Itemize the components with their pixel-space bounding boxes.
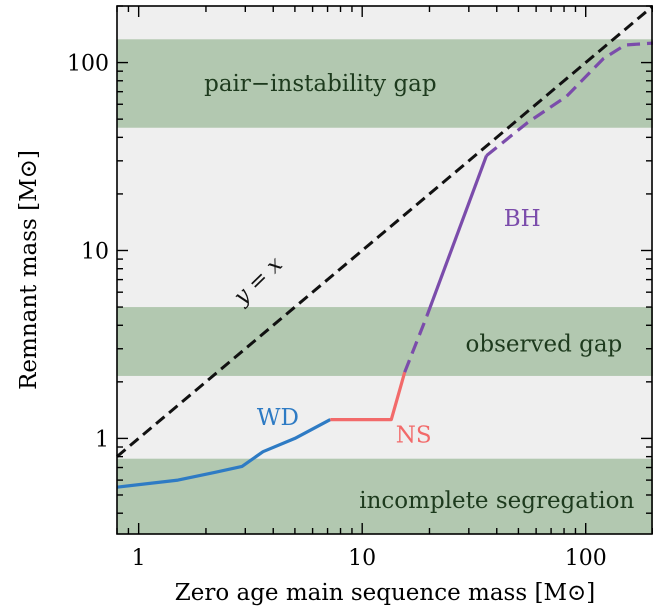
bands-layer (117, 39, 653, 534)
plot-frame (116, 5, 653, 535)
labels-layer: pair−instability gap observed gap incomple… (204, 71, 634, 514)
y-tick-label: 1 (95, 427, 109, 452)
series-layer (116, 4, 653, 489)
x-tick-label: 1 (132, 546, 146, 571)
series-label-2: BH (504, 206, 541, 232)
y-tick-label: 10 (81, 239, 109, 264)
series-line-0 (116, 418, 332, 489)
series-line-4 (485, 41, 653, 157)
series-line-2 (425, 155, 488, 317)
band-label-0: pair−instability gap (204, 71, 436, 97)
series-label-1: NS (396, 423, 432, 449)
x-tick-label: 100 (565, 546, 607, 571)
y-tick-label: 100 (67, 52, 109, 77)
band-label-2: incomplete segregation (359, 488, 634, 514)
series-line-3 (403, 315, 429, 373)
band-label-1: observed gap (466, 331, 623, 357)
series-line-5 (116, 4, 653, 458)
x-axis-label: Zero age main sequence mass [M⊙] (175, 580, 596, 606)
band-1 (117, 307, 653, 376)
x-tick-label: 10 (348, 546, 376, 571)
ticks-layer: 1 10 100 1 10 100 (67, 5, 653, 571)
y-axis-label: Remnant mass [M⊙] (16, 150, 42, 390)
band-2 (117, 458, 653, 534)
band-0 (117, 39, 653, 128)
series-label-0: WD (257, 405, 299, 431)
series-line-1 (330, 371, 407, 422)
